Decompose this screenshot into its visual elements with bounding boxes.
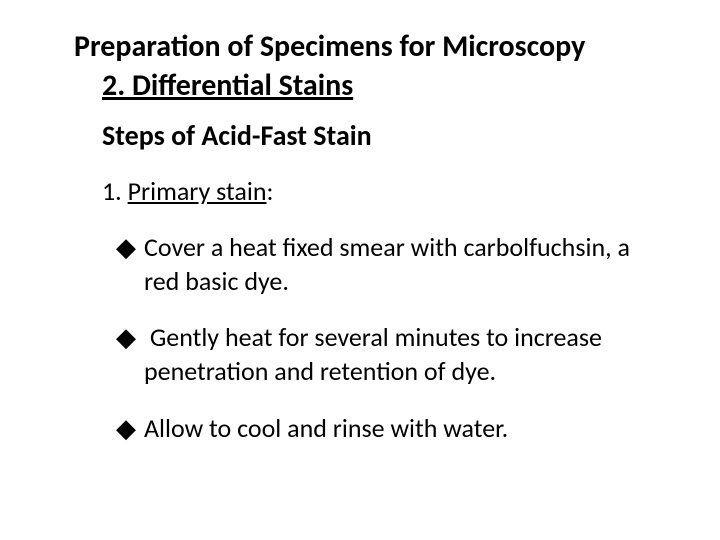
diamond-bullet-icon: ◆	[116, 320, 144, 354]
bullet-text: Allow to cool and rinse with water.	[144, 412, 508, 444]
slide-title: Preparation of Specimens for Microscopy	[0, 28, 720, 66]
diamond-bullet-icon: ◆	[116, 230, 144, 264]
step-colon: :	[267, 175, 274, 207]
section-heading: Steps of Acid-Fast Stain	[0, 118, 720, 153]
bullet-item: ◆ Gently heat for several minutes to inc…	[28, 320, 720, 389]
bullet-item: ◆Allow to cool and rinse with water.	[28, 411, 720, 445]
step-heading: 1. Primary stain:	[0, 175, 720, 208]
bullet-text: Cover a heat fixed smear with carbolfuch…	[144, 231, 630, 297]
bullet-item: ◆Cover a heat fixed smear with carbolfuc…	[28, 230, 720, 299]
slide-subtitle: 2. Differential Stains	[0, 67, 720, 105]
step-number: 1.	[102, 175, 128, 207]
step-name: Primary stain	[128, 175, 267, 207]
bullet-text: Gently heat for several minutes to incre…	[144, 321, 602, 387]
diamond-bullet-icon: ◆	[116, 411, 144, 445]
